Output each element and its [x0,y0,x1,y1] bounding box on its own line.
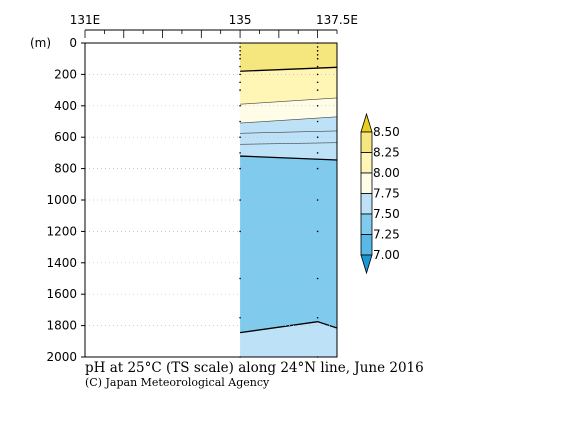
y-tick-label: 1400 [46,256,77,270]
colorbar-bin [360,213,373,235]
colorbar-label: 7.25 [373,228,400,242]
contour-line [240,66,338,72]
contour-line [240,97,338,105]
contour-line [240,116,338,124]
station-dot [316,136,319,138]
colorbar-label: 8.25 [373,146,400,160]
x-tick-label: 135 [229,13,252,27]
station-dot [316,89,319,91]
station-dot [239,46,241,48]
y-tick-label: 400 [54,99,77,113]
x-tick-label: 137.5E [316,13,358,27]
contour-line [240,142,338,145]
colorbar: 8.50 8.25 8.00 7.75 7.50 7.25 7.00 [360,112,400,275]
station-dot [239,89,241,91]
station-dot [239,167,241,170]
station-dot [316,65,319,68]
ph-band [240,321,337,357]
colorbar-cap-low [360,254,373,275]
station-dot [316,120,319,123]
x-tick-label: 131E [70,13,101,27]
colorbar-bin [360,234,373,256]
station-dot [316,316,319,319]
station-dot [316,57,319,60]
y-tick-label: 600 [54,130,77,144]
ph-band [240,97,337,124]
colorbar-label: 7.50 [373,207,400,221]
station-dot [316,199,319,201]
ph-band [240,116,337,160]
y-tick-label: 1200 [46,224,77,238]
y-tick-label: 0 [69,36,77,50]
station-dot [239,105,241,107]
station-dot [316,50,319,52]
ph-band [240,43,337,72]
y-tick-label: 1000 [46,193,77,207]
station-dot [316,53,319,56]
colorbar-label: 7.75 [373,187,400,201]
station-dot [239,120,241,123]
colorbar-label: 8.00 [373,166,400,180]
station-dot [239,199,241,201]
station-dot [316,277,319,280]
credit-text: (C) Japan Meteorological Agency [85,376,270,389]
chart-title: pH at 25°C (TS scale) along 24°N line, J… [85,360,424,376]
y-tick-label: 1800 [46,319,77,333]
station-dot [239,277,241,280]
station-dot [316,152,319,154]
y-tick-label: 2000 [46,350,77,364]
station-dot [316,46,319,48]
contour-line [240,130,338,134]
station-dot [316,105,319,107]
colorbar-cap-high [360,112,373,133]
station-dot [316,81,319,84]
colorbar-bin [360,131,373,153]
ph-contour-lines [239,66,338,334]
ph-band [240,156,337,333]
station-dot [239,57,241,60]
station-dot [239,316,241,319]
station-dot [239,152,241,154]
station-dot [316,167,319,170]
station-dot [239,73,241,76]
y-tick-label: 800 [54,162,77,176]
axes: 0 200 400 600 800 1000 1200 1400 1600 1800 2000 131… [46,13,358,364]
y-tick-label: 1600 [46,287,77,301]
station-dot [239,53,241,56]
colorbar-label: 7.00 [373,248,400,262]
ph-band [240,67,337,105]
colorbar-bin [360,193,373,215]
colorbar-label: 8.50 [373,125,400,139]
station-dot [316,73,319,76]
contour-line [240,155,338,161]
station-dot [239,136,241,138]
y-unit-label: (m) [30,36,51,50]
station-dot [239,50,241,52]
station-dot [316,230,319,233]
colorbar-bin [360,172,373,194]
station-dot [239,65,241,68]
y-tick-label: 200 [54,67,77,81]
contour-line [239,321,338,334]
station-dot [239,81,241,84]
colorbar-bin [360,152,373,174]
station-dot [239,230,241,233]
ph-color-bands [240,43,337,357]
